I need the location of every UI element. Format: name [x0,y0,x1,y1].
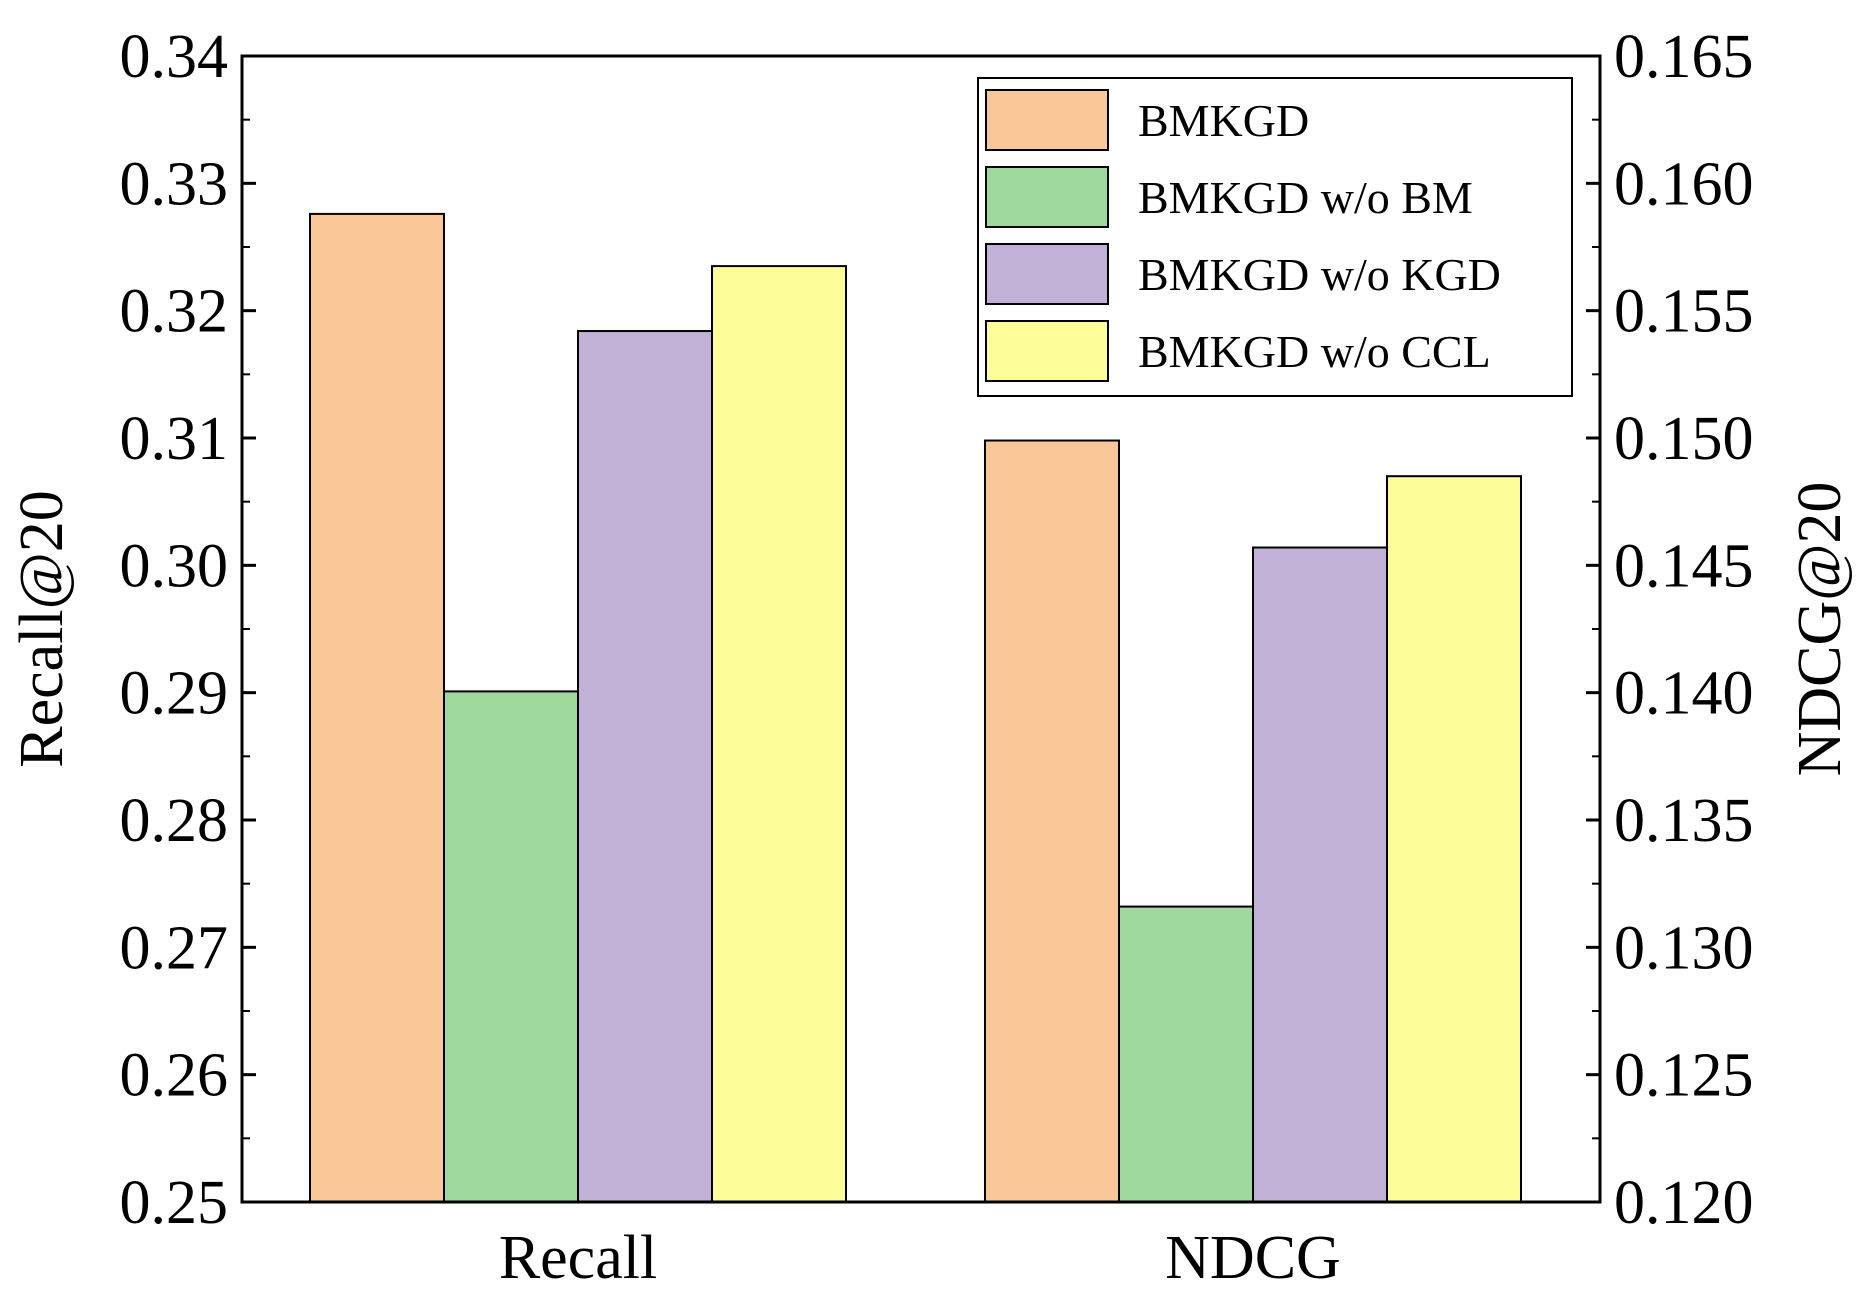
x-tick-label: Recall [499,1224,657,1292]
y-right-axis-title: NDCG@20 [1786,482,1854,777]
bar-ndcg-series-1 [984,439,1120,1203]
y-right-tick-label: 0.135 [1614,787,1754,855]
legend-swatch [985,89,1109,151]
y-left-tick-label: 0.25 [120,1169,229,1237]
bar-ndcg-series-4 [1386,475,1522,1203]
bar-ndcg-series-3 [1252,546,1388,1203]
y-right-tick-label: 0.145 [1614,532,1754,600]
y-right-tick-label: 0.140 [1614,660,1754,728]
y-left-tick-label: 0.29 [120,660,229,728]
y-right-tick-label: 0.165 [1614,23,1754,91]
y-right-tick-label: 0.125 [1614,1042,1754,1110]
legend-swatch [985,166,1109,228]
bar-ndcg-series-2 [1118,905,1254,1203]
y-right-tick-label: 0.150 [1614,405,1754,473]
bar-recall-series-4 [711,265,847,1204]
y-left-tick-label: 0.30 [120,532,229,600]
y-right-tick-label: 0.120 [1614,1169,1754,1237]
bar-recall-series-2 [443,690,579,1203]
legend: BMKGD BMKGD w/o BM BMKGD w/o KGD BMKGD w/o … [977,77,1573,397]
legend-label: BMKGD w/o KGD [1138,249,1501,300]
axes-layer: Recall NDCG 0.25 0.26 0.27 0.28 0.29 0.30 0.31 0.… [8,23,1854,1292]
y-left-tick-label: 0.27 [120,914,229,982]
y-left-tick-label: 0.26 [120,1042,229,1110]
legend-label: BMKGD w/o CCL [1138,326,1491,377]
bars-layer [309,212,1522,1204]
y-left-axis-title: Recall@20 [8,490,76,767]
x-tick-label: NDCG [1165,1224,1341,1292]
y-left-tick-label: 0.34 [120,23,229,91]
y-right-tick-label: 0.160 [1614,150,1754,218]
y-left-tick-label: 0.33 [120,150,229,218]
y-left-tick-label: 0.32 [120,278,229,346]
legend-swatch [985,243,1109,305]
y-right-tick-label: 0.130 [1614,914,1754,982]
y-right-tick-label: 0.155 [1614,278,1754,346]
y-left-tick-label: 0.28 [120,787,229,855]
bar-recall-series-3 [577,330,713,1204]
y-left-tick-label: 0.31 [120,405,229,473]
legend-label: BMKGD [1138,95,1309,146]
bar-recall-series-1 [309,212,445,1204]
legend-label: BMKGD w/o BM [1138,172,1473,223]
legend-swatch [985,320,1109,382]
